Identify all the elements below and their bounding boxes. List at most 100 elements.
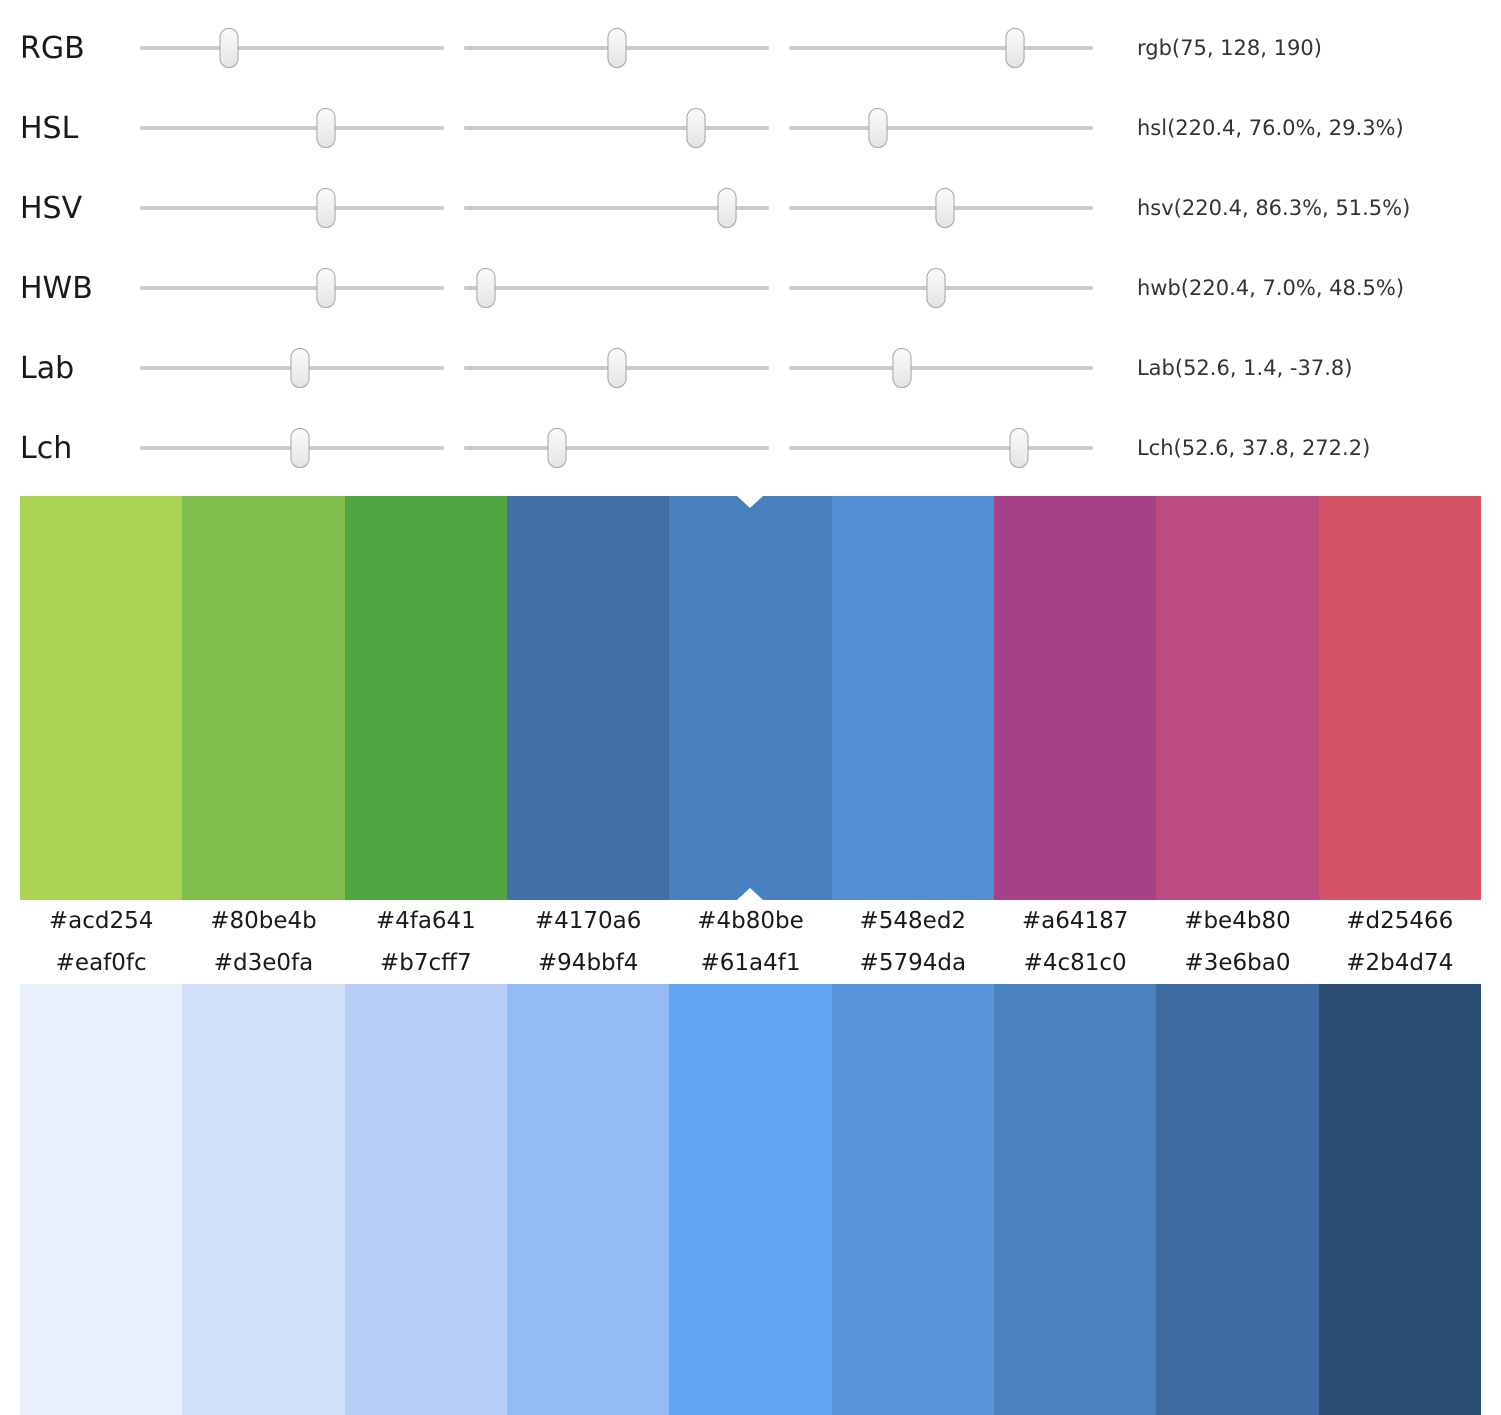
slider-track-line: [464, 446, 769, 450]
swatch-hex-label: #acd254: [48, 908, 154, 934]
rgb-slider-thumb-2[interactable]: [607, 28, 627, 68]
selected-swatch-notch-top-icon: [737, 496, 764, 508]
lch-slider-track-3[interactable]: [788, 426, 1093, 470]
lch-slider-track-1[interactable]: [140, 426, 445, 470]
swatch-hex-label: #4b80be: [697, 908, 804, 934]
rgb-slider-track-3[interactable]: [788, 26, 1093, 70]
hsl-slider-thumb-2[interactable]: [686, 108, 706, 148]
lch-slider-thumb-2[interactable]: [547, 428, 567, 468]
palette-top-swatch-2[interactable]: [182, 496, 345, 900]
slider-row-hsv: HSV hsv(220.4, 86.3%, 51.5%): [20, 168, 1481, 248]
palette-top-swatch-1[interactable]: [20, 496, 183, 900]
palette-bottom-swatch-2[interactable]: [182, 984, 345, 1415]
slider-track-line: [464, 286, 769, 290]
hsv-slider-track-2[interactable]: [464, 186, 769, 230]
palette-top: [20, 496, 1481, 900]
swatch-hex-label: #94bbf4: [537, 950, 639, 976]
slider-row-lch: Lch Lch(52.6, 37.8, 272.2): [20, 408, 1481, 488]
hwb-slider-thumb-1[interactable]: [316, 268, 336, 308]
hsv-slider-track-3[interactable]: [788, 186, 1093, 230]
palette-top-hex-labels: #acd254 #80be4b #4fa641 #4170a6 #4b80be …: [20, 900, 1481, 942]
slider-track-line: [788, 126, 1093, 130]
palette-bottom-swatch-6[interactable]: [831, 984, 994, 1415]
swatch-hex-label: #61a4f1: [700, 950, 801, 976]
rgb-slider-thumb-1[interactable]: [219, 28, 239, 68]
lch-slider-track-2[interactable]: [464, 426, 769, 470]
palette-bottom-swatch-4[interactable]: [506, 984, 670, 1415]
swatch-hex-label: #80be4b: [210, 908, 317, 934]
slider-track-line: [464, 126, 769, 130]
lch-slider-thumb-1[interactable]: [290, 428, 310, 468]
lab-slider-track-3[interactable]: [788, 346, 1093, 390]
hsl-slider-thumb-1[interactable]: [316, 108, 336, 148]
lch-slider-thumb-3[interactable]: [1009, 428, 1029, 468]
swatch-hex-label: #5794da: [859, 950, 967, 976]
swatch-hex-label: #2b4d74: [1346, 950, 1454, 976]
palette-top-swatch-9[interactable]: [1318, 496, 1481, 900]
slider-row-hsl: HSL hsl(220.4, 76.0%, 29.3%): [20, 88, 1481, 168]
hsl-value-text: hsl(220.4, 76.0%, 29.3%): [1136, 116, 1404, 140]
rgb-label: RGB: [20, 30, 85, 66]
hwb-slider-track-1[interactable]: [140, 266, 445, 310]
hsl-slider-track-3[interactable]: [788, 106, 1093, 150]
rgb-slider-track-1[interactable]: [140, 26, 445, 70]
swatch-hex-label: #4c81c0: [1023, 950, 1127, 976]
slider-section: RGB rgb(75, 128, 190) HSL: [0, 0, 1501, 488]
slider-track-line: [788, 46, 1093, 50]
hsl-slider-track-1[interactable]: [140, 106, 445, 150]
hsv-slider-thumb-1[interactable]: [316, 188, 336, 228]
slider-track-line: [788, 446, 1093, 450]
palette-top-swatch-4[interactable]: [506, 496, 670, 900]
hwb-slider-track-2[interactable]: [464, 266, 769, 310]
lab-slider-thumb-3[interactable]: [892, 348, 912, 388]
hwb-label: HWB: [20, 270, 93, 306]
palette-top-swatch-5-selected[interactable]: [669, 496, 832, 900]
slider-track-line: [140, 46, 445, 50]
palette-bottom-hex-labels: #eaf0fc #d3e0fa #b7cff7 #94bbf4 #61a4f1 …: [20, 942, 1481, 984]
palette-top-swatch-3[interactable]: [344, 496, 507, 900]
slider-track-line: [140, 206, 445, 210]
hsl-slider-thumb-3[interactable]: [868, 108, 888, 148]
swatch-hex-label: #3e6ba0: [1184, 950, 1291, 976]
lab-value-text: Lab(52.6, 1.4, -37.8): [1136, 356, 1353, 380]
lab-slider-track-1[interactable]: [140, 346, 445, 390]
swatch-hex-label: #d25466: [1346, 908, 1454, 934]
hsl-slider-track-2[interactable]: [464, 106, 769, 150]
slider-track-line: [140, 286, 445, 290]
hsv-slider-track-1[interactable]: [140, 186, 445, 230]
swatch-hex-label: #4170a6: [534, 908, 642, 934]
swatch-hex-label: #4fa641: [375, 908, 476, 934]
palette-top-swatch-6[interactable]: [831, 496, 994, 900]
palette-bottom-swatch-7[interactable]: [993, 984, 1157, 1415]
rgb-slider-thumb-3[interactable]: [1005, 28, 1025, 68]
lab-slider-thumb-2[interactable]: [607, 348, 627, 388]
swatch-hex-label: #548ed2: [859, 908, 967, 934]
slider-row-hwb: HWB hwb(220.4, 7.0%, 48.5%): [20, 248, 1481, 328]
palette-top-swatch-8[interactable]: [1156, 496, 1319, 900]
palette-bottom-swatch-3[interactable]: [344, 984, 507, 1415]
lch-label: Lch: [20, 430, 73, 466]
hsv-slider-thumb-3[interactable]: [935, 188, 955, 228]
palette-bottom-swatch-1[interactable]: [20, 984, 183, 1415]
hwb-slider-track-3[interactable]: [788, 266, 1093, 310]
slider-row-lab: Lab Lab(52.6, 1.4, -37.8): [20, 328, 1481, 408]
palette-bottom-swatch-9[interactable]: [1318, 984, 1481, 1415]
slider-track-line: [140, 126, 445, 130]
palette-bottom-swatch-8[interactable]: [1156, 984, 1319, 1415]
swatch-hex-label: #eaf0fc: [55, 950, 147, 976]
swatch-hex-label: #b7cff7: [380, 950, 472, 976]
swatch-hex-label: #a64187: [1021, 908, 1129, 934]
hwb-slider-thumb-2[interactable]: [476, 268, 496, 308]
lab-label: Lab: [20, 350, 75, 386]
hwb-slider-thumb-3[interactable]: [926, 268, 946, 308]
slider-row-rgb: RGB rgb(75, 128, 190): [20, 8, 1481, 88]
lab-slider-thumb-1[interactable]: [290, 348, 310, 388]
palette-top-swatch-7[interactable]: [993, 496, 1157, 900]
hsl-label: HSL: [20, 110, 79, 146]
palette-bottom-swatch-5[interactable]: [669, 984, 832, 1415]
rgb-value-text: rgb(75, 128, 190): [1136, 36, 1322, 60]
lch-value-text: Lch(52.6, 37.8, 272.2): [1136, 436, 1371, 460]
rgb-slider-track-2[interactable]: [464, 26, 769, 70]
hsv-slider-thumb-2[interactable]: [717, 188, 737, 228]
lab-slider-track-2[interactable]: [464, 346, 769, 390]
